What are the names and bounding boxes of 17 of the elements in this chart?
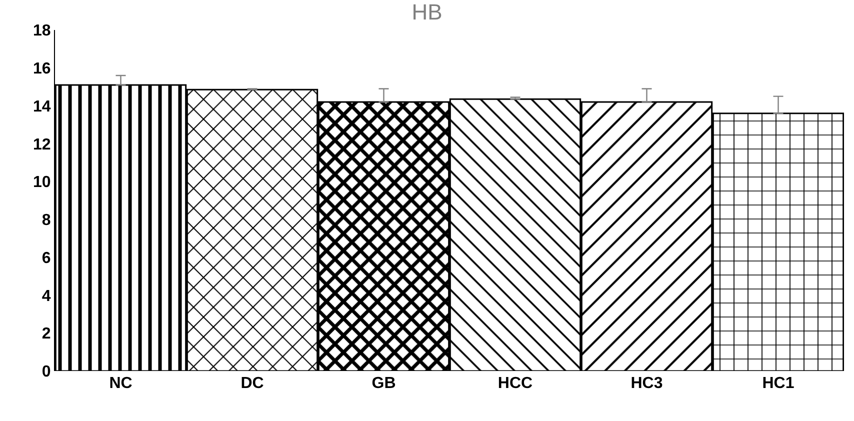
x-tick-label: NC (109, 375, 133, 392)
y-tick-label: 0 (42, 364, 51, 381)
y-tick-label: 14 (33, 98, 51, 116)
y-tick-label: 2 (42, 326, 51, 343)
x-tick-label: DC (240, 375, 264, 392)
y-tick-label: 6 (42, 250, 51, 267)
x-tick-label: GB (372, 375, 396, 392)
y-tick-label: 8 (42, 212, 51, 230)
chart-title: HB (412, 0, 442, 25)
x-tick-label: HCC (498, 375, 534, 392)
x-tick-label: HC1 (762, 375, 794, 392)
x-tick-label: HC3 (630, 375, 663, 392)
y-tick-label: 4 (42, 288, 51, 305)
y-tick-label: 12 (33, 136, 51, 154)
y-tick-label: 18 (33, 22, 51, 40)
y-tick-label: 10 (33, 174, 51, 192)
y-tick-label: 16 (33, 60, 51, 78)
